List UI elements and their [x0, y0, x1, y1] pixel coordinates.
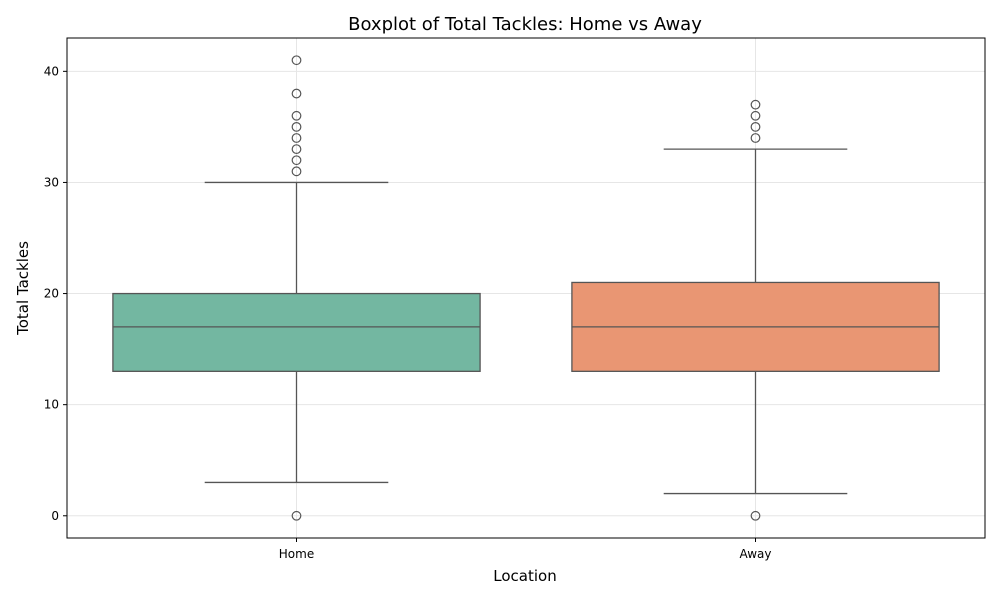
outlier-point [291, 88, 302, 99]
y-tick-label: 30 [44, 175, 59, 189]
outlier-point [750, 510, 761, 521]
outlier-point [750, 133, 761, 143]
y-tick-label: 10 [44, 398, 59, 412]
axes: 0 10 20 30 40 Home Away [44, 64, 772, 561]
outlier-point [291, 155, 302, 166]
outlier-point [291, 510, 302, 521]
x-axis-title: Location [493, 567, 556, 585]
chart-title: Boxplot of Total Tackles: Home vs Away [348, 14, 702, 35]
x-tick-label: Home [279, 547, 314, 561]
boxes [112, 55, 940, 521]
outlier-point [750, 110, 761, 121]
y-tick-label: 20 [44, 287, 59, 301]
y-axis-title: Total Tackles [14, 241, 32, 336]
box-home [112, 55, 481, 521]
outlier-point [291, 110, 302, 121]
outlier-point [291, 144, 302, 155]
outlier-point [291, 166, 302, 177]
box-away [571, 99, 940, 521]
plot-area-frame [66, 37, 986, 539]
y-tick-label: 40 [44, 64, 59, 78]
outlier-point [291, 133, 302, 143]
outlier-point [750, 121, 761, 132]
outlier-point [291, 121, 302, 132]
outlier-point [750, 99, 761, 110]
outlier-point [291, 55, 302, 66]
x-tick-label: Away [740, 547, 772, 561]
iqr-box [112, 292, 481, 372]
y-tick-label: 0 [51, 509, 59, 523]
